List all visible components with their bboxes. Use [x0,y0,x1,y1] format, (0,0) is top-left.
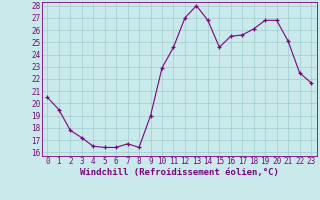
X-axis label: Windchill (Refroidissement éolien,°C): Windchill (Refroidissement éolien,°C) [80,168,279,177]
